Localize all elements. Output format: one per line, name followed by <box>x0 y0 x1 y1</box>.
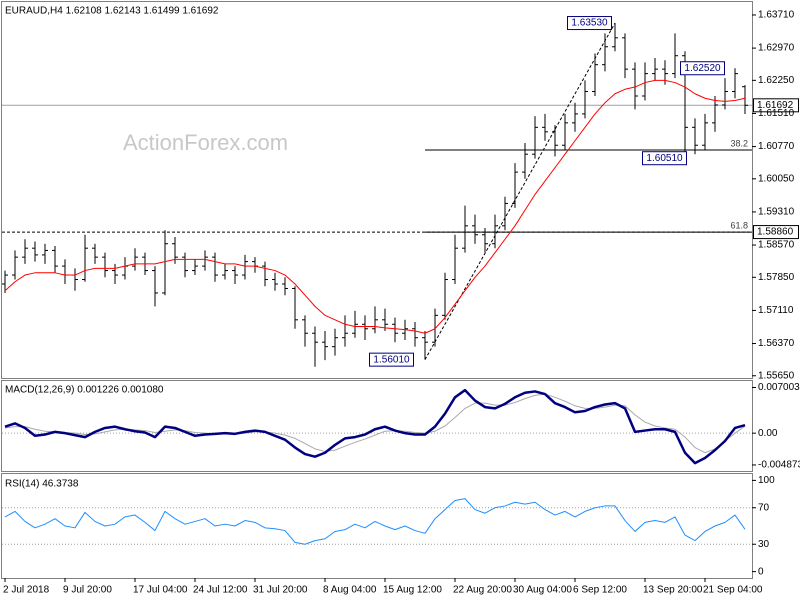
y-tick-label: 1.58570 <box>758 240 795 251</box>
y-tick-label: 1.59310 <box>758 207 795 218</box>
y-tick-label: 1.62970 <box>758 43 795 54</box>
y-tick-label: 1.60770 <box>758 141 795 152</box>
price-marker-label: 1.58860 <box>757 227 794 238</box>
y-tick-label: 1.62250 <box>758 75 795 86</box>
x-tick-label: 6 Sep 12:00 <box>573 585 627 596</box>
annotation-box <box>369 352 414 367</box>
price-marker-box <box>753 98 799 113</box>
x-tick-label: 8 Aug 04:00 <box>323 585 377 596</box>
annotation-box <box>567 16 612 31</box>
x-tick-label: 21 Sep 04:00 <box>703 585 763 596</box>
macd-panel <box>1 380 753 472</box>
fib-label: 38.2 <box>730 138 748 148</box>
rsi-panel <box>1 473 753 579</box>
y-tick-label: 30 <box>758 539 770 550</box>
annotation-label: 1.63530 <box>571 18 608 29</box>
x-tick-label: 24 Jul 12:00 <box>193 585 248 596</box>
main-title: EURAUD,H4 1.62108 1.62143 1.61499 1.6169… <box>5 6 219 17</box>
annotation-box <box>680 61 725 76</box>
macd-title: MACD(12,26,9) 0.001226 0.001080 <box>5 385 164 396</box>
x-tick-label: 2 Jul 2018 <box>3 585 50 596</box>
rsi-title: RSI(14) 46.3738 <box>5 479 79 490</box>
trend-line <box>424 22 616 360</box>
x-tick-label: 9 Jul 20:00 <box>63 585 112 596</box>
y-tick-label: 1.60050 <box>758 173 795 184</box>
x-tick-label: 31 Jul 20:00 <box>253 585 308 596</box>
price-marker-box <box>753 225 799 240</box>
x-tick-label: 13 Sep 20:00 <box>643 585 703 596</box>
marks: 38.2 61.8 1.63530 1.62520 1.60510 1.56010 1.61… <box>2 10 800 596</box>
annotation-label: 1.62520 <box>684 63 721 74</box>
y-tick-label: 0.007003 <box>758 382 800 393</box>
y-tick-label: 1.57850 <box>758 272 795 283</box>
fib-label: 61.8 <box>730 220 748 230</box>
y-tick-label: 1.57110 <box>758 305 794 316</box>
series-line <box>4 498 746 545</box>
main-panel <box>1 1 753 379</box>
y-tick-label: 1.56370 <box>758 338 795 349</box>
y-tick-label: 100 <box>758 475 775 486</box>
y-tick-label: 1.55650 <box>758 370 795 381</box>
y-tick-label: 1.61510 <box>758 108 795 119</box>
price-marker-label: 1.61692 <box>757 100 794 111</box>
series-line <box>4 388 746 465</box>
watermark: ActionForex.com <box>123 130 288 155</box>
annotation-label: 1.56010 <box>373 354 410 365</box>
y-tick-label: 70 <box>758 502 770 513</box>
x-tick-label: 22 Aug 20:00 <box>453 585 512 596</box>
moving-average <box>4 79 746 334</box>
annotation-label: 1.60510 <box>646 153 683 164</box>
x-tick-label: 15 Aug 12:00 <box>383 585 442 596</box>
y-tick-label: 1.63710 <box>758 10 795 21</box>
y-tick-label: -0.004873 <box>758 460 800 471</box>
y-tick-label: 0 <box>758 566 764 577</box>
annotation-box <box>642 151 687 166</box>
y-tick-label: 0.00 <box>758 428 778 439</box>
x-tick-label: 30 Aug 04:00 <box>513 585 572 596</box>
x-tick-label: 17 Jul 04:00 <box>133 585 188 596</box>
